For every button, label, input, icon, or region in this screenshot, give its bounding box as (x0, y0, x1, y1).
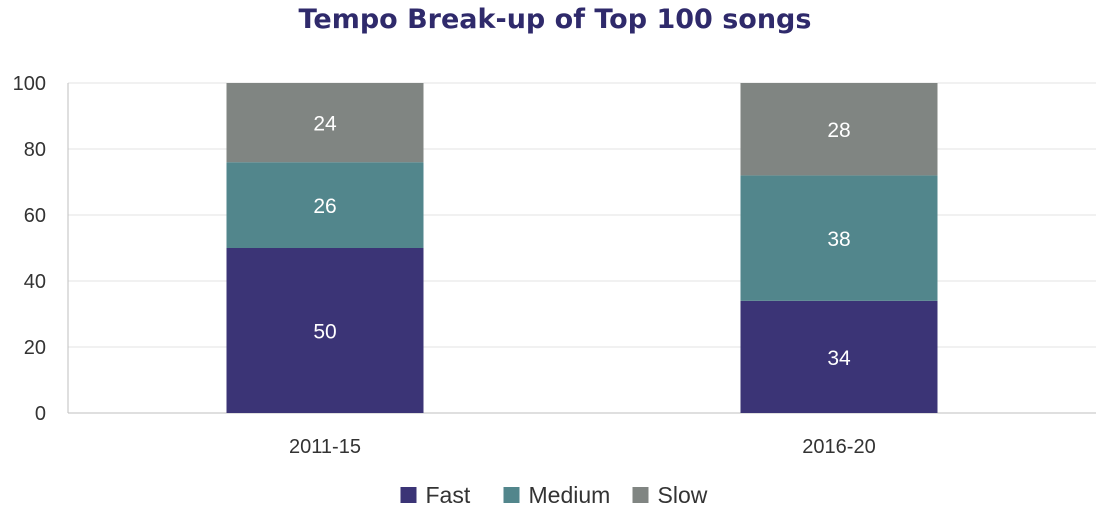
bar-fast-2016-20 (740, 300, 938, 413)
legend-swatch-slow (632, 487, 649, 503)
legend-label-medium: Medium (529, 482, 611, 508)
chart-title: Tempo Break-up of Top 100 songs (298, 4, 812, 35)
data-label-medium-2011-15: 26 (313, 195, 336, 218)
data-label-medium-2016-20: 38 (827, 228, 850, 251)
y-tick-label-40: 40 (24, 271, 46, 293)
y-tick-label-0: 0 (35, 403, 46, 425)
y-tick-label-20: 20 (24, 337, 46, 359)
data-label-fast-2016-20: 34 (827, 347, 851, 370)
y-tick-label-100: 100 (13, 73, 46, 95)
data-label-slow-2016-20: 28 (827, 119, 850, 142)
y-tick-label-80: 80 (24, 139, 46, 161)
y-tick-label-60: 60 (24, 205, 46, 227)
data-label-fast-2011-15: 50 (313, 321, 336, 344)
x-tick-label-2016-20: 2016-20 (802, 436, 875, 458)
legend-label-fast: Fast (426, 482, 471, 508)
legend-swatch-medium (503, 487, 520, 503)
bar-slow-2016-20 (740, 83, 938, 176)
bar-slow-2011-15 (226, 83, 424, 163)
bar-medium-2016-20 (740, 175, 938, 301)
legend-swatch-fast (400, 487, 417, 503)
data-label-slow-2011-15: 24 (313, 113, 337, 136)
bar-medium-2011-15 (226, 162, 424, 248)
legend-label-slow: Slow (658, 482, 708, 508)
bar-fast-2011-15 (226, 248, 424, 413)
x-tick-label-2011-15: 2011-15 (289, 436, 361, 458)
